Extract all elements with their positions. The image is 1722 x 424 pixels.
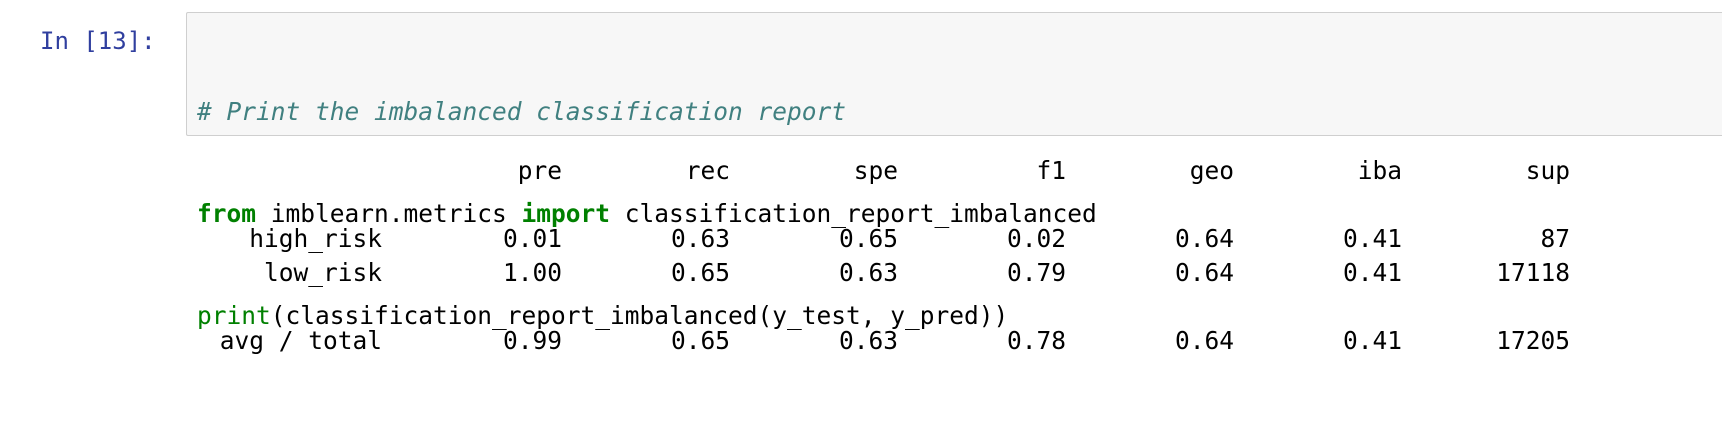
- blank-line: [196, 188, 1596, 222]
- value-sup: 87: [1540, 224, 1570, 253]
- value-iba: 0.41: [1342, 326, 1402, 355]
- value-spe: 0.65: [838, 224, 898, 253]
- value-rec: 0.63: [670, 224, 730, 253]
- report-row-high-risk: high_risk 0.01 0.63 0.65 0.02 0.64 0.41 …: [196, 222, 1596, 256]
- report-header-row: pre rec spe f1 geo iba sup: [196, 154, 1596, 188]
- header-pre: pre: [517, 156, 562, 185]
- value-f1: 0.78: [1006, 326, 1066, 355]
- value-pre: 0.01: [502, 224, 562, 253]
- cell-output: pre rec spe f1 geo iba sup high_risk 0.0…: [196, 154, 1596, 358]
- imported-name: classification_report_imbalanced: [610, 199, 1097, 228]
- code-line-1: # Print the imbalanced classification re…: [197, 95, 1097, 129]
- value-f1: 0.79: [1006, 258, 1066, 287]
- header-f1: f1: [1036, 156, 1066, 185]
- code-line-2: from imblearn.metrics import classificat…: [197, 197, 1097, 231]
- header-iba: iba: [1357, 156, 1402, 185]
- value-sup: 17205: [1496, 326, 1570, 355]
- value-geo: 0.64: [1174, 326, 1234, 355]
- code-input-area[interactable]: # Print the imbalanced classification re…: [186, 12, 1722, 330]
- value-geo: 0.64: [1174, 258, 1234, 287]
- header-spe: spe: [853, 156, 898, 185]
- value-rec: 0.65: [670, 258, 730, 287]
- blank-line: [196, 290, 1596, 324]
- builtin-print: print: [197, 301, 271, 330]
- input-prompt: In [13]:: [40, 27, 156, 55]
- header-sup: sup: [1525, 156, 1570, 185]
- header-rec: rec: [685, 156, 730, 185]
- module-name: imblearn.metrics: [256, 199, 522, 228]
- keyword-from: from: [197, 199, 257, 228]
- report-row-avg-total: avg / total 0.99 0.65 0.63 0.78 0.64 0.4…: [196, 324, 1596, 358]
- value-pre: 0.99: [502, 326, 562, 355]
- print-args: (classification_report_imbalanced(y_test…: [270, 301, 1009, 330]
- header-geo: geo: [1189, 156, 1234, 185]
- report-row-low-risk: low_risk 1.00 0.65 0.63 0.79 0.64 0.41 1…: [196, 256, 1596, 290]
- value-rec: 0.65: [670, 326, 730, 355]
- value-pre: 1.00: [502, 258, 562, 287]
- value-geo: 0.64: [1174, 224, 1234, 253]
- row-label: low_risk: [263, 258, 382, 287]
- keyword-import: import: [521, 199, 611, 228]
- row-label: high_risk: [249, 224, 382, 253]
- value-f1: 0.02: [1006, 224, 1066, 253]
- value-spe: 0.63: [838, 326, 898, 355]
- value-spe: 0.63: [838, 258, 898, 287]
- value-iba: 0.41: [1342, 224, 1402, 253]
- code-editor[interactable]: # Print the imbalanced classification re…: [197, 27, 1097, 401]
- value-iba: 0.41: [1342, 258, 1402, 287]
- row-label: avg / total: [219, 326, 382, 355]
- code-comment: # Print the imbalanced classification re…: [197, 97, 847, 126]
- value-sup: 17118: [1496, 258, 1570, 287]
- code-line-3: print(classification_report_imbalanced(y…: [197, 299, 1097, 333]
